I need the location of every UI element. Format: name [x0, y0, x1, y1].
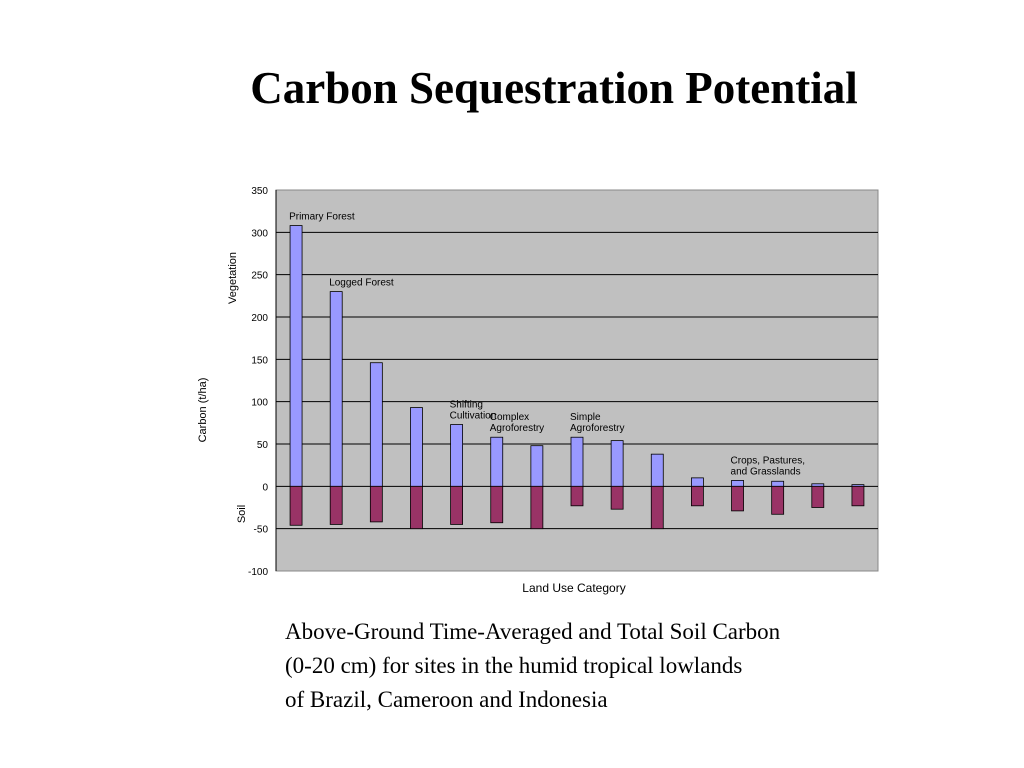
vegetation-bar — [450, 424, 464, 487]
vegetation-bar — [570, 436, 584, 487]
slide-title: Carbon Sequestration Potential — [250, 63, 858, 113]
bar-chart: 350 300 250 200 150 100 50 0 -50 -100 Primary For… — [197, 186, 879, 595]
category-labels: Primary Forest Logged Forest ShiftingCulti… — [289, 212, 805, 478]
y-axis-lower-label: Soil — [236, 505, 248, 523]
y-tick-labels: 350 300 250 200 150 100 50 0 -50 -100 — [248, 186, 268, 578]
chart-container: 350 300 250 200 150 100 50 0 -50 -100 Primary For… — [190, 178, 890, 603]
y-tick-label: -100 — [248, 567, 268, 578]
soil-bar — [329, 485, 343, 525]
caption-line-2: (0-20 cm) for sites in the humid tropica… — [285, 653, 743, 678]
caption-line-1: Above-Ground Time-Averaged and Total Soi… — [285, 619, 781, 644]
y-tick-label: 350 — [251, 186, 268, 197]
category-label: Crops, Pastures, — [731, 455, 805, 466]
y-tick-label: -50 — [254, 525, 269, 536]
vegetation-bar — [771, 480, 785, 487]
x-axis-title: Land Use Category — [522, 581, 625, 595]
y-tick-label: 100 — [251, 398, 268, 409]
soil-bar — [450, 485, 464, 525]
soil-bar — [289, 485, 303, 526]
soil-bar — [410, 485, 423, 530]
vegetation-bar — [731, 480, 744, 487]
vegetation-bar — [610, 440, 624, 487]
vegetation-bar — [490, 436, 504, 487]
soil-bar — [369, 485, 383, 523]
soil-bar — [811, 485, 825, 508]
y-axis-upper-label: Vegetation — [227, 252, 239, 304]
soil-bar — [690, 485, 704, 507]
y-tick-label: 50 — [257, 440, 269, 451]
vegetation-bar — [530, 445, 544, 487]
category-label: Primary Forest — [289, 212, 355, 223]
soil-bar — [650, 485, 664, 530]
y-axis-title: Carbon (t/ha) — [197, 378, 209, 443]
soil-bar — [771, 485, 785, 515]
category-label: and Grasslands — [731, 466, 801, 477]
y-tick-label: 300 — [251, 228, 268, 239]
vegetation-bar — [410, 407, 423, 487]
category-label: Agroforestry — [570, 423, 624, 434]
category-label: Simple — [570, 412, 601, 423]
y-tick-label: 250 — [251, 271, 268, 282]
vegetation-bar — [650, 453, 664, 487]
category-label: Complex — [490, 412, 529, 423]
soil-bar — [490, 485, 504, 524]
bars — [289, 225, 865, 530]
caption-line-3: of Brazil, Cameroon and Indonesia — [285, 687, 608, 712]
vegetation-bar — [690, 477, 704, 487]
soil-bar — [851, 485, 865, 507]
category-label: Shifting — [450, 400, 483, 411]
vegetation-bar — [289, 225, 303, 487]
category-label: Cultivation — [450, 411, 497, 422]
soil-bar — [570, 485, 584, 507]
plot-area — [275, 189, 879, 572]
vegetation-bar — [329, 291, 343, 487]
soil-bar — [731, 485, 744, 512]
soil-bar — [610, 485, 624, 510]
soil-bar — [530, 485, 544, 530]
category-label: Logged Forest — [329, 278, 394, 289]
slide-caption: Above-Ground Time-Averaged and Total Soi… — [285, 615, 985, 717]
y-tick-label: 0 — [262, 482, 268, 493]
vegetation-bar — [369, 362, 383, 487]
category-label: Agroforestry — [490, 423, 544, 434]
y-tick-label: 150 — [251, 355, 268, 366]
y-tick-label: 200 — [251, 313, 268, 324]
